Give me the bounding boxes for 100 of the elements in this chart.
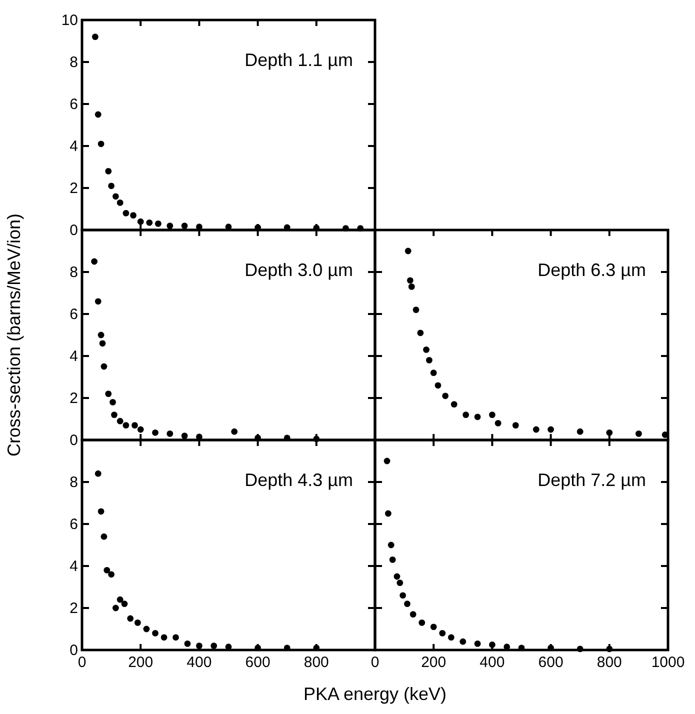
point <box>532 426 540 433</box>
point <box>116 418 124 424</box>
point <box>489 412 496 418</box>
text: Depth 1.1 µm <box>244 50 353 70</box>
point <box>518 644 525 652</box>
point <box>110 399 116 406</box>
point <box>388 542 394 548</box>
point <box>112 193 119 200</box>
point <box>489 642 496 648</box>
x-tick-label: 200 <box>421 654 446 671</box>
text: Depth 3.0 µm <box>244 260 353 280</box>
point <box>121 600 128 607</box>
point <box>408 284 415 290</box>
point <box>116 596 124 603</box>
point <box>394 573 400 580</box>
point <box>100 533 108 540</box>
point <box>412 306 420 313</box>
y-tick-label: 8 <box>70 54 78 71</box>
point <box>460 638 466 645</box>
y-tick-label: 6 <box>70 96 78 113</box>
point <box>606 646 613 652</box>
point <box>152 630 158 636</box>
point <box>462 412 470 418</box>
point <box>134 620 141 626</box>
point <box>396 580 404 586</box>
point <box>576 646 584 652</box>
point <box>105 168 112 174</box>
y-tick-label: 0 <box>70 432 78 449</box>
y-tick-label: 2 <box>70 390 78 407</box>
y-tick-label: 0 <box>70 222 78 239</box>
x-tick-label: 400 <box>186 654 212 671</box>
point <box>98 332 104 338</box>
point <box>143 626 150 632</box>
point <box>111 412 118 418</box>
point <box>448 634 454 641</box>
point <box>576 428 584 435</box>
point <box>94 470 102 477</box>
point <box>404 248 412 254</box>
point <box>406 277 414 284</box>
point <box>108 182 114 190</box>
point <box>146 219 153 226</box>
point <box>636 430 642 437</box>
x-tick-label: 400 <box>480 654 505 671</box>
point <box>474 414 481 420</box>
point <box>418 620 426 626</box>
y-axis-title: Cross-section (barns/MeV/ion) <box>4 213 24 457</box>
point <box>430 370 437 376</box>
point <box>122 422 130 428</box>
point <box>439 630 446 636</box>
point <box>181 432 188 439</box>
point <box>426 357 432 364</box>
point <box>152 429 158 436</box>
point <box>172 634 179 641</box>
point <box>137 426 144 433</box>
y-tick-label: 8 <box>70 264 78 281</box>
text: Depth 4.3 µm <box>244 470 353 490</box>
x-tick-label: 600 <box>245 654 270 671</box>
point <box>166 430 174 437</box>
point <box>100 363 108 370</box>
point <box>91 258 98 265</box>
point <box>112 604 119 612</box>
point <box>404 600 410 607</box>
point <box>104 567 110 574</box>
x-tick-label: 600 <box>538 654 564 671</box>
y-tick-label: 2 <box>70 600 78 617</box>
point <box>606 429 613 436</box>
y-tick-label: 4 <box>70 558 78 575</box>
x-tick-label: 200 <box>128 654 154 671</box>
point <box>98 508 104 515</box>
point <box>166 222 174 229</box>
x-axis-title: PKA energy (keV) <box>303 684 447 704</box>
point <box>389 556 396 563</box>
y-tick-label: 4 <box>70 348 78 365</box>
point <box>105 390 112 397</box>
point <box>210 642 218 649</box>
text: Depth 6.3 µm <box>538 260 646 280</box>
y-tick-label: 4 <box>70 138 78 155</box>
point <box>137 218 144 225</box>
point <box>512 422 519 428</box>
point <box>410 611 416 618</box>
point <box>130 212 136 218</box>
x-tick-label: 800 <box>304 654 329 671</box>
text: Depth 7.2 µm <box>538 470 646 490</box>
point <box>122 210 130 216</box>
y-tick-label: 8 <box>70 474 78 491</box>
point <box>284 644 290 652</box>
point <box>400 592 406 599</box>
point <box>494 420 502 426</box>
point <box>384 458 390 464</box>
point <box>231 428 238 435</box>
point <box>98 140 104 148</box>
y-tick-label: 6 <box>70 306 78 323</box>
point <box>116 200 124 206</box>
point <box>474 640 481 647</box>
point <box>423 346 430 353</box>
point <box>434 382 442 389</box>
x-tick-label: 0 <box>370 654 380 671</box>
point <box>127 615 134 622</box>
point <box>384 510 392 517</box>
point <box>160 634 168 641</box>
